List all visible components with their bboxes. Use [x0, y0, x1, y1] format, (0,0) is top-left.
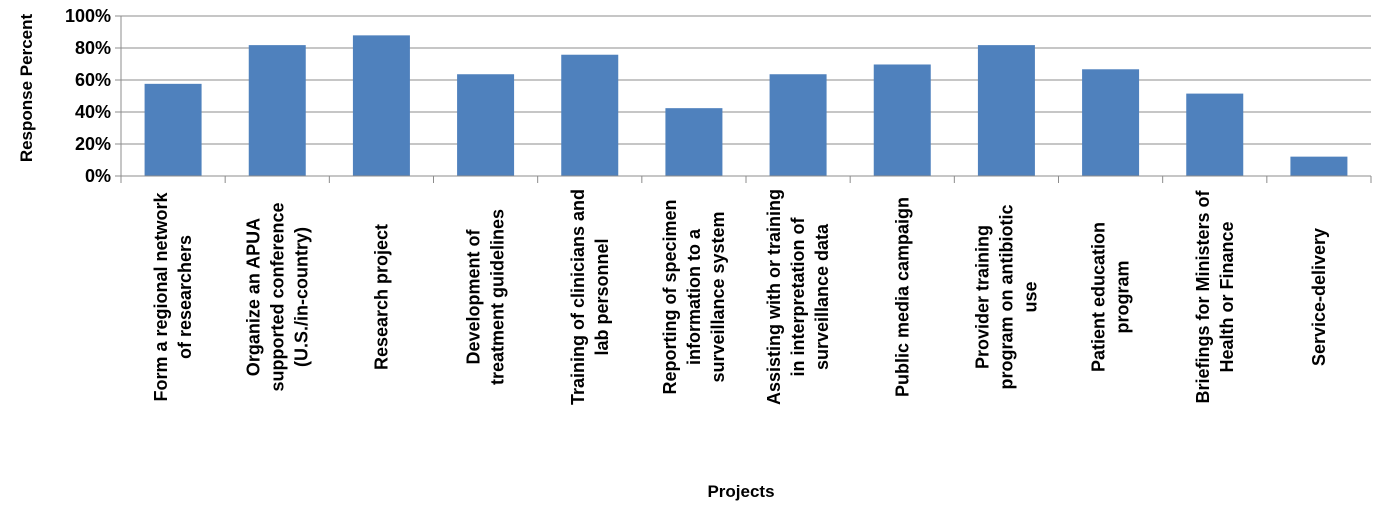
y-tick-label: 100% — [65, 6, 111, 26]
x-tick-label-line: lab personnel — [592, 238, 612, 355]
x-tick-label-text: Research project — [371, 224, 391, 370]
bar — [1290, 156, 1348, 176]
y-tick-label: 40% — [75, 102, 111, 122]
bar — [665, 108, 723, 176]
x-tick-label: Assisting with or training in interpretat… — [764, 189, 832, 405]
x-tick-label-line: program on antibiotic — [996, 204, 1016, 389]
x-tick-label-line: Provider training — [972, 225, 992, 369]
x-tick-label-line: Form a regional network — [151, 191, 171, 401]
x-tick-label-line: in interpretation of — [788, 217, 808, 377]
bar — [352, 35, 410, 176]
x-tick-label-text: Organize an APUA supported conference (U.S… — [243, 202, 311, 391]
x-tick-label-line: Public media campaign — [892, 197, 912, 397]
x-tick-label: Patient education program — [1089, 222, 1133, 372]
x-tick-label: Public media campaign — [892, 197, 912, 397]
x-tick-label-line: Briefings for Ministers of — [1193, 189, 1213, 403]
x-tick-label-text: Assisting with or training in interpretat… — [764, 189, 832, 405]
x-tick-label-line: treatment guidelines — [488, 209, 508, 385]
x-tick-label-text: Public media campaign — [892, 197, 912, 397]
x-tick-label-line: (U.S./in-country) — [291, 227, 311, 367]
x-axis-label: Projects — [707, 482, 775, 501]
x-tick-label-text: Form a regional network of researchers — [151, 191, 195, 401]
x-tick-label: Organize an APUA supported conference (U.S… — [243, 202, 311, 391]
x-tick-label-line: of researchers — [175, 235, 195, 359]
x-tick-label: Form a regional network of researchers — [151, 191, 195, 401]
x-tick-label: Research project — [371, 224, 391, 370]
x-tick-label-line: Training of clinicians and — [568, 189, 588, 405]
y-tick-label: 60% — [75, 70, 111, 90]
x-tick-label-text: Provider training program on antibiotic us… — [972, 204, 1040, 389]
x-tick-label-line: Health or Finance — [1217, 221, 1237, 372]
x-tick-label: Development of treatment guidelines — [464, 209, 508, 385]
y-tick-label: 20% — [75, 134, 111, 154]
x-tick-label-line: Organize an APUA — [243, 218, 263, 376]
bar — [1082, 69, 1140, 176]
x-tick-label-text: Briefings for Ministers of Health or Fina… — [1193, 189, 1237, 403]
y-axis-label: Response Percent — [17, 13, 36, 163]
x-tick-label-line: surveillance system — [708, 211, 728, 382]
x-tick-label: Provider training program on antibiotic us… — [972, 204, 1040, 389]
x-tick-label-text: Patient education program — [1089, 222, 1133, 372]
x-tick-label-line: surveillance data — [812, 223, 832, 370]
x-tick-label: Reporting of specimen information to a sur… — [660, 199, 728, 394]
x-tick-label-text: Development of treatment guidelines — [464, 209, 508, 385]
bar — [457, 74, 515, 176]
bar — [873, 64, 931, 176]
bar — [248, 45, 306, 177]
x-tick-label-line: Research project — [371, 224, 391, 370]
x-tick-label-line: supported conference — [267, 202, 287, 391]
x-tick-label-line: Service-delivery — [1309, 228, 1329, 366]
x-tick-label-line: Assisting with or training — [764, 189, 784, 405]
x-tick-label-line: information to a — [684, 228, 704, 365]
x-tick-label-text: Training of clinicians and lab personnel — [568, 189, 612, 405]
x-tick-label-line: use — [1020, 281, 1040, 312]
x-tick-label-line: Development of — [464, 228, 484, 364]
x-tick-label-line: program — [1113, 260, 1133, 333]
x-tick-label-line: Patient education — [1089, 222, 1109, 372]
bar — [1186, 93, 1244, 176]
bar — [144, 83, 202, 176]
bar — [561, 54, 619, 176]
x-tick-label: Briefings for Ministers of Health or Fina… — [1193, 189, 1237, 403]
bar — [769, 74, 827, 176]
y-tick-label: 80% — [75, 38, 111, 58]
x-tick-label-line: Reporting of specimen — [660, 199, 680, 394]
bar — [977, 45, 1035, 177]
x-tick-label: Service-delivery — [1309, 228, 1329, 366]
x-tick-label-text: Reporting of specimen information to a sur… — [660, 199, 728, 394]
y-tick-label: 0% — [85, 166, 111, 186]
x-tick-label: Training of clinicians and lab personnel — [568, 189, 612, 405]
x-tick-label-text: Service-delivery — [1309, 228, 1329, 366]
